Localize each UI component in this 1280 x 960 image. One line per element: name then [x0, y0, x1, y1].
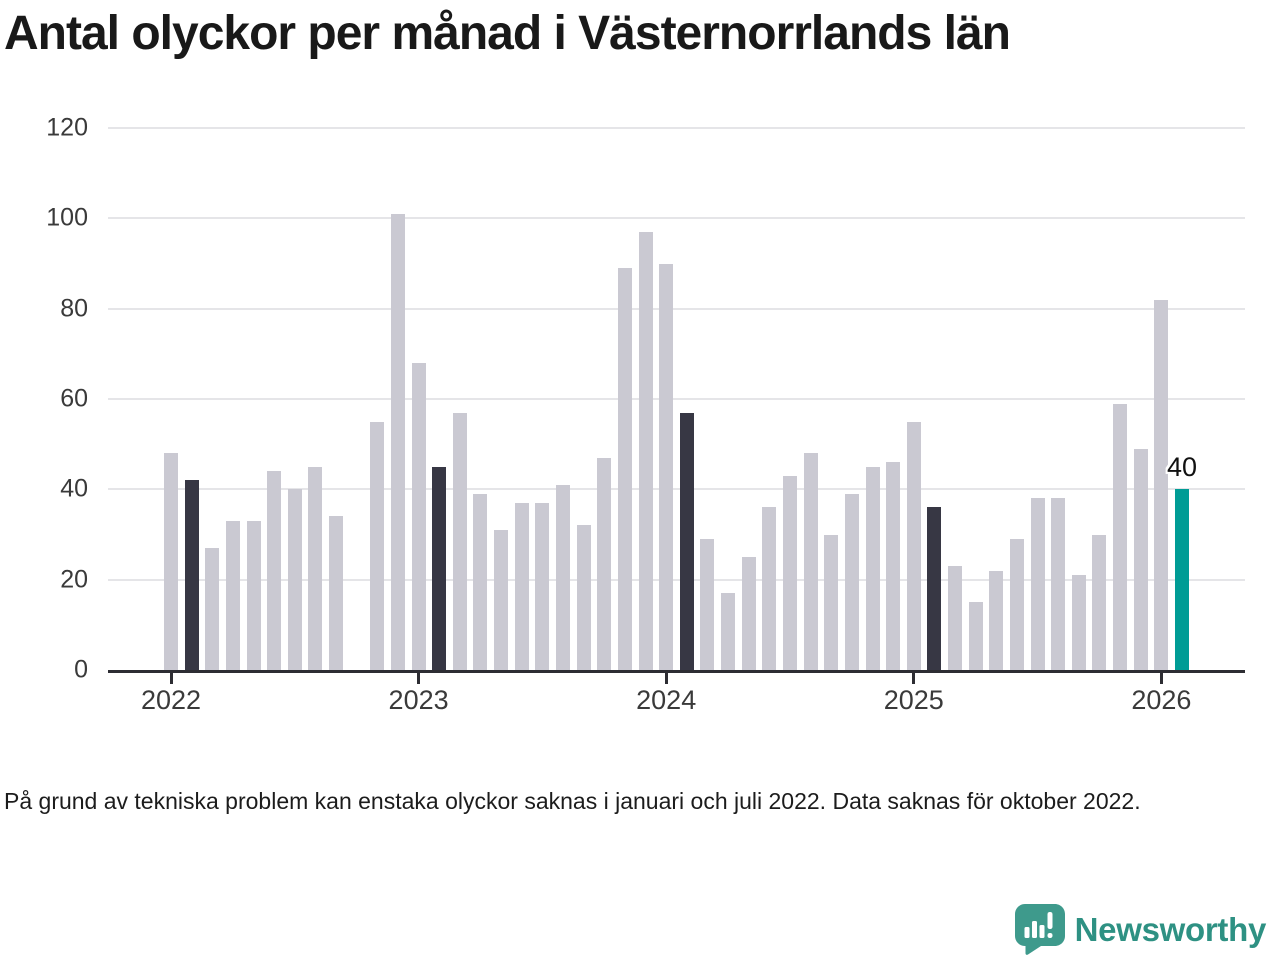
bar [803, 453, 818, 670]
logo-bar-small [1024, 927, 1030, 938]
y-axis-label: 0 [74, 655, 88, 684]
bar [721, 593, 736, 670]
bar [205, 548, 220, 670]
bar [494, 529, 509, 670]
x-axis-tick [664, 673, 668, 684]
bar [1092, 534, 1107, 670]
bar-value-label: 40 [1166, 452, 1198, 483]
bar [1009, 539, 1024, 670]
logo-exclamation-dot [1047, 933, 1053, 938]
y-axis-label: 100 [46, 203, 88, 232]
gridline [108, 127, 1245, 129]
bar [225, 520, 240, 670]
bar [968, 602, 983, 670]
y-axis-label: 40 [60, 474, 88, 503]
bar [164, 453, 178, 670]
chart-title: Antal olyckor per månad i Västernorrland… [4, 7, 1011, 60]
bar [617, 268, 632, 670]
logo-exclamation-stem [1047, 912, 1053, 929]
bar [1030, 498, 1045, 670]
bar [370, 421, 385, 670]
bar [308, 466, 323, 670]
bar [1175, 489, 1190, 670]
bar [1051, 498, 1066, 670]
newsworthy-logo: Newsworthy [1014, 903, 1266, 955]
bar [576, 525, 591, 670]
bar [1071, 575, 1086, 670]
newsworthy-logo-icon [1014, 904, 1065, 955]
bar [700, 539, 715, 670]
gridline [108, 307, 1245, 310]
bar [329, 516, 344, 670]
bar [390, 213, 405, 670]
bar [948, 566, 963, 670]
bar [1154, 299, 1169, 670]
bar [989, 570, 1004, 670]
bar [473, 493, 488, 670]
bar [782, 475, 797, 670]
bar [762, 507, 777, 670]
logo-bar-tall [1031, 921, 1037, 938]
y-axis-label: 120 [46, 113, 88, 142]
bar [1113, 403, 1128, 670]
y-axis-label: 80 [60, 294, 88, 323]
bar [741, 557, 756, 670]
bar [535, 502, 550, 670]
x-axis-tick [417, 673, 421, 684]
bar [679, 412, 694, 670]
bar [927, 507, 942, 670]
x-axis-tick [1159, 673, 1163, 684]
bar [906, 421, 921, 670]
bar [452, 412, 467, 670]
x-axis-year-label: 2026 [1131, 685, 1192, 715]
x-axis-tick [169, 673, 173, 684]
bar [597, 457, 612, 670]
x-axis-year-label: 2024 [636, 685, 697, 715]
bar [184, 480, 199, 670]
bar [514, 502, 529, 670]
gridline [108, 578, 1245, 581]
bar [865, 466, 880, 670]
bar [844, 493, 859, 670]
plot-area: 0 20 40 60 80 100 120 40 2022 2023 2024 2025 2026 [46, 115, 1245, 714]
x-axis-year-label: 2025 [883, 685, 944, 715]
bar [824, 534, 839, 670]
x-axis-line [108, 670, 1245, 673]
gridline [108, 217, 1245, 220]
bar [246, 520, 261, 670]
bar [556, 484, 571, 670]
bar [638, 231, 653, 670]
gridline [108, 488, 1245, 491]
footnote: På grund av tekniska problem kan enstaka… [4, 788, 1141, 814]
bar [287, 489, 302, 670]
bar [659, 263, 674, 670]
bar [432, 466, 447, 670]
y-axis-label: 20 [60, 565, 88, 594]
x-axis-year-label: 2022 [140, 685, 202, 715]
gridline [108, 398, 1245, 400]
bar [267, 471, 282, 670]
bar [886, 462, 901, 670]
x-axis-year-label: 2023 [388, 685, 449, 715]
y-axis-label: 60 [60, 384, 88, 413]
bar [1133, 448, 1148, 670]
x-axis-tick [912, 673, 916, 684]
newsworthy-logo-text: Newsworthy [1074, 910, 1267, 948]
logo-bar-medium [1039, 925, 1045, 938]
bar [411, 362, 426, 670]
